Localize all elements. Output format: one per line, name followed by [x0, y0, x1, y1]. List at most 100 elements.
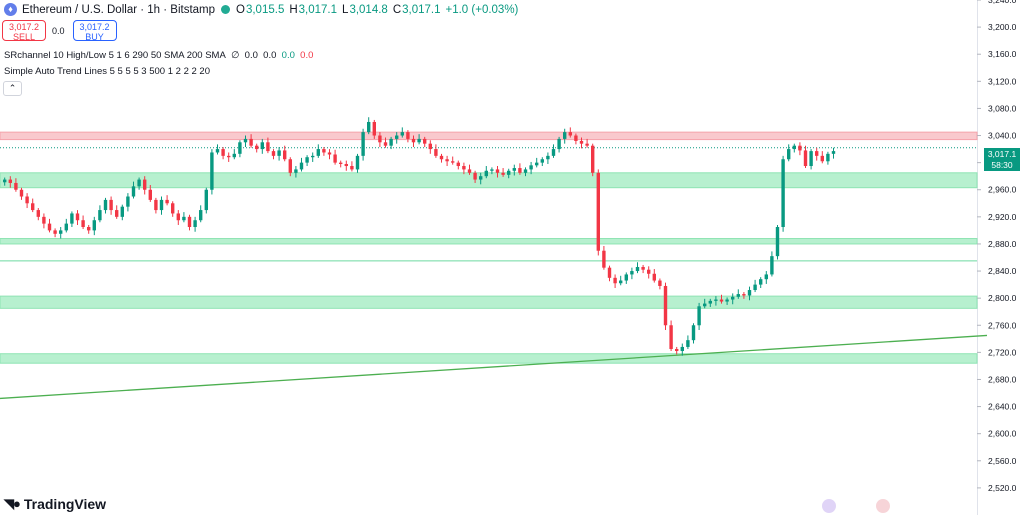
- buy-price: 3,017.2: [79, 22, 110, 32]
- candle-body: [19, 189, 24, 197]
- candle-body: [714, 299, 718, 301]
- candle-body: [395, 135, 399, 139]
- candle-body: [473, 172, 477, 180]
- candle-body: [579, 140, 584, 144]
- auto-trend-line: [0, 334, 988, 400]
- candle-body: [176, 213, 180, 221]
- buy-button[interactable]: 3,017.2 BUY: [72, 20, 117, 42]
- candle-body: [115, 210, 119, 217]
- price-tick-label: 2,560.0: [988, 456, 1017, 466]
- candle-body: [742, 294, 746, 296]
- candle-body: [400, 132, 404, 136]
- candle-body: [731, 296, 735, 300]
- candle-body: [708, 300, 712, 304]
- candle-body: [31, 203, 35, 211]
- candle-body: [47, 223, 52, 231]
- candle-body: [563, 132, 567, 139]
- candle-body: [372, 121, 376, 136]
- candle-body: [187, 216, 192, 228]
- candle-body: [204, 189, 208, 211]
- candle-body: [378, 135, 382, 143]
- candle-body: [803, 150, 808, 167]
- candle-body: [736, 294, 740, 297]
- candle-body: [283, 150, 287, 160]
- srchannel-value-3: 0.0: [263, 50, 277, 61]
- spread-value: 0.0: [52, 25, 65, 36]
- event-flash-icon[interactable]: [822, 499, 836, 513]
- candle-body: [529, 165, 533, 170]
- candle-body: [630, 271, 634, 275]
- candle-body: [171, 203, 175, 214]
- srchannel-value-4: 0.0: [281, 50, 295, 61]
- logo-text: TradingView: [23, 496, 107, 512]
- candle-body: [518, 168, 522, 173]
- candle-body: [798, 145, 802, 151]
- candle-body: [311, 155, 315, 158]
- price-tick-label: 2,840.0: [988, 266, 1017, 276]
- candle-body: [451, 161, 455, 163]
- candle-body: [361, 132, 365, 156]
- candle-body: [680, 346, 684, 352]
- indicator-srchannel[interactable]: SRchannel 10 High/Low 5 1 6 290 50 SMA 2…: [4, 50, 313, 61]
- candle-body: [42, 216, 46, 224]
- buy-label: BUY: [85, 32, 104, 42]
- candle-body: [456, 162, 460, 167]
- candle-body: [591, 145, 595, 173]
- candle-body: [703, 303, 707, 307]
- candle-body: [551, 149, 556, 156]
- candle-body: [512, 168, 516, 171]
- candle-body: [406, 132, 410, 139]
- candle-body: [148, 189, 152, 200]
- candle-body: [367, 121, 371, 133]
- candle-body: [462, 166, 466, 170]
- economic-event-flag-icon[interactable]: [876, 499, 890, 513]
- candle-body: [523, 169, 528, 173]
- candle-body: [647, 269, 651, 274]
- candle-body: [266, 142, 270, 152]
- candle-body: [159, 199, 164, 211]
- candle-body: [675, 348, 679, 352]
- candle-body: [540, 159, 544, 163]
- sell-button[interactable]: 3,017.2 SELL: [2, 20, 46, 42]
- candle-body: [344, 163, 348, 167]
- candle-body: [831, 151, 836, 154]
- countdown-value: 58:30: [991, 160, 1013, 170]
- candle-body: [350, 166, 354, 170]
- candle-body: [154, 199, 158, 211]
- candle-body: [215, 149, 220, 153]
- srchannel-value-5: 0.0: [300, 50, 314, 61]
- candle-body: [316, 149, 320, 156]
- candle-body: [109, 199, 113, 211]
- price-tick-label: 3,080.0: [988, 103, 1017, 113]
- candle-body: [719, 299, 724, 302]
- tradingview-logo[interactable]: ◥● TradingView: [4, 496, 106, 512]
- candle-body: [98, 210, 102, 221]
- candle-body: [227, 155, 231, 158]
- candle-body: [120, 206, 124, 217]
- symbol-title[interactable]: Ethereum / U.S. Dollar · 1h · Bitstamp: [22, 3, 216, 16]
- srchannel-value-1: ∅: [231, 50, 240, 61]
- candle-body: [686, 340, 690, 347]
- price-tick-label: 3,120.0: [988, 76, 1017, 86]
- candle-body: [92, 220, 96, 231]
- sr-zone-0: [0, 131, 978, 141]
- candle-body: [131, 186, 136, 197]
- candle-body: [249, 138, 253, 146]
- indicator-trend-lines[interactable]: Simple Auto Trend Lines 5 5 5 5 3 500 1 …: [4, 66, 210, 77]
- candle-body: [103, 199, 108, 211]
- candle-body: [87, 227, 91, 231]
- candle-body: [36, 210, 40, 217]
- candle-body: [697, 306, 701, 326]
- sr-zone-4: [0, 353, 978, 364]
- close-value: 3,017.1: [402, 3, 441, 16]
- candle-body: [255, 145, 259, 150]
- candle-body: [815, 151, 819, 156]
- candle-body: [277, 150, 281, 156]
- collapse-indicators-button[interactable]: ⌃: [3, 81, 22, 96]
- sr-zone-2: [0, 238, 978, 245]
- candle-body: [64, 223, 68, 231]
- chart-header: ♦ Ethereum / U.S. Dollar · 1h · Bitstamp…: [4, 3, 523, 16]
- candle-body: [764, 274, 768, 280]
- candle-body: [787, 149, 791, 160]
